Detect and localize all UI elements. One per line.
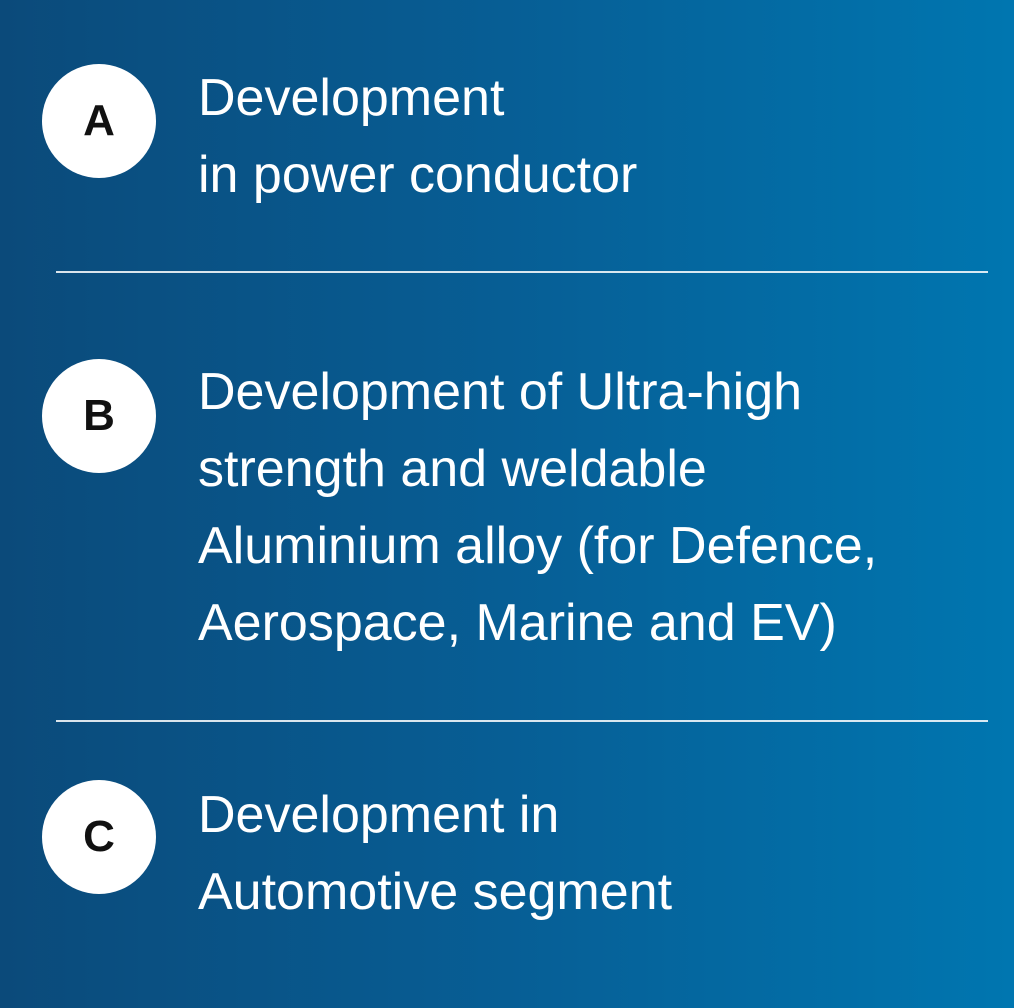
badge-c-letter: C xyxy=(83,812,115,861)
item-b-line-1: Development of Ultra-high xyxy=(198,363,803,421)
item-b-line-4: Aerospace, Marine and EV) xyxy=(198,594,837,652)
divider-1 xyxy=(56,271,988,273)
badge-b-letter: B xyxy=(83,391,115,440)
item-b-text: Development of Ultra-high strength and w… xyxy=(198,354,978,662)
badge-a: A xyxy=(42,64,156,178)
item-a-line-1: Development xyxy=(198,69,505,127)
item-a-line-2: in power conductor xyxy=(198,146,638,204)
item-c-line-2: Automotive segment xyxy=(198,863,673,921)
item-b-line-2: strength and weldable xyxy=(198,440,707,498)
badge-a-letter: A xyxy=(83,96,115,145)
item-b-line-3: Aluminium alloy (for Defence, xyxy=(198,517,878,575)
badge-b: B xyxy=(42,359,156,473)
badge-c: C xyxy=(42,780,156,894)
item-c-text: Development in Automotive segment xyxy=(198,777,978,931)
item-a-text: Development in power conductor xyxy=(198,60,978,214)
divider-2 xyxy=(56,720,988,722)
item-c-line-1: Development in xyxy=(198,786,560,844)
